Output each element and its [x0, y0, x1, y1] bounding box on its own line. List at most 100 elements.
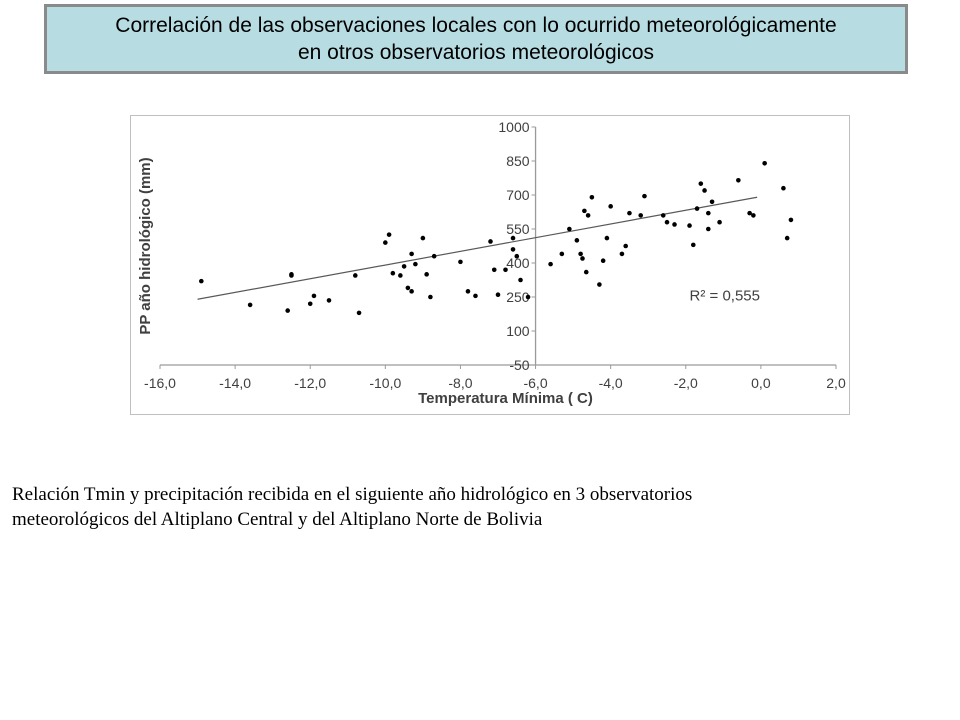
figure-caption-line-2: meteorológicos del Altiplano Central y d…	[12, 509, 543, 530]
data-point	[709, 199, 715, 205]
data-point	[559, 251, 565, 257]
data-point	[781, 185, 786, 191]
data-point	[660, 213, 666, 218]
y-tick-label: 100	[506, 323, 530, 339]
data-point	[386, 232, 392, 237]
x-tick-label: -14,0	[219, 375, 251, 391]
data-point	[638, 213, 644, 218]
data-point	[409, 251, 414, 257]
trendline	[197, 196, 758, 300]
data-point	[672, 222, 677, 227]
data-point	[604, 235, 610, 241]
data-point	[585, 213, 591, 218]
data-point	[574, 238, 580, 243]
data-point	[690, 242, 696, 248]
x-tick-label: -10,0	[369, 375, 401, 391]
data-point	[548, 261, 553, 267]
data-point	[627, 210, 632, 216]
data-point	[525, 294, 531, 300]
data-point	[289, 272, 294, 277]
y-tick-label: 250	[506, 289, 530, 305]
x-tick-label: -12,0	[294, 375, 326, 391]
data-point	[589, 194, 595, 200]
data-point	[694, 206, 700, 211]
slide-title-line-1: Correlación de las observaciones locales…	[115, 14, 837, 37]
y-tick-label: 550	[506, 221, 530, 237]
data-point	[706, 210, 711, 216]
y-tick-label: 850	[506, 153, 530, 169]
data-point	[311, 293, 317, 299]
slide-title-box: Correlación de las observaciones locales…	[44, 4, 908, 74]
data-point	[706, 226, 711, 232]
data-point	[383, 240, 388, 245]
y-tick-label: 400	[506, 255, 530, 271]
r-squared-label: R² = 0,555	[690, 287, 760, 304]
scatter-chart-svg: -50 100 250 400 550 700 850 1000 -16,0 -14,0 -12,0…	[130, 115, 850, 415]
data-point	[458, 259, 463, 265]
data-point	[597, 282, 602, 287]
data-point	[503, 267, 508, 273]
x-axis-title: Temperatura Mínima ( C)	[418, 390, 593, 407]
data-point	[578, 251, 583, 257]
x-tick-label: -2,0	[674, 375, 698, 391]
data-point	[623, 243, 628, 249]
data-point	[247, 302, 253, 308]
data-point	[619, 251, 625, 257]
data-point	[285, 308, 290, 313]
data-point	[307, 301, 313, 307]
data-point	[788, 217, 794, 223]
data-point	[409, 289, 414, 294]
data-point	[514, 253, 520, 259]
x-tick-label: 2,0	[826, 375, 846, 391]
data-point	[401, 264, 407, 269]
data-point	[642, 193, 647, 199]
data-point	[420, 235, 426, 241]
x-tick-label: -6,0	[523, 375, 547, 391]
data-point	[580, 256, 585, 261]
data-point	[510, 247, 516, 252]
y-axis-title: PP año hidrológico (mm)	[137, 157, 154, 334]
data-point	[199, 278, 204, 284]
data-point	[518, 277, 523, 283]
data-point	[583, 269, 589, 275]
data-point	[413, 261, 418, 267]
data-point	[488, 239, 493, 244]
data-point	[510, 235, 516, 241]
figure-caption: Relación Tmin y precipitación recibida e…	[12, 482, 912, 532]
data-point	[326, 298, 332, 303]
data-point	[424, 272, 429, 277]
data-point	[398, 273, 403, 278]
data-point	[491, 267, 497, 273]
x-tick-label: -8,0	[448, 375, 472, 391]
x-tick-label: -16,0	[144, 375, 176, 391]
data-point	[664, 219, 670, 225]
y-tick-label: -50	[509, 357, 529, 373]
data-point	[495, 292, 501, 298]
figure-caption-line-1: Relación Tmin y precipitación recibida e…	[12, 484, 693, 505]
data-point	[431, 253, 437, 259]
data-point	[751, 213, 756, 218]
data-point	[473, 293, 478, 299]
data-point	[736, 177, 741, 183]
data-point	[405, 285, 411, 291]
data-point	[600, 258, 606, 264]
slide-title-line-2: en otros observatorios meteorológicos	[297, 41, 654, 64]
data-point	[428, 294, 433, 300]
scatter-chart: -50 100 250 400 550 700 850 1000 -16,0 -14,0 -12,0…	[130, 115, 850, 415]
chart-border	[130, 115, 850, 415]
data-point	[698, 181, 704, 186]
data-point	[784, 235, 790, 241]
data-point	[582, 208, 587, 214]
x-tick-label: -4,0	[599, 375, 623, 391]
data-point	[608, 204, 613, 209]
data-point	[717, 219, 722, 225]
data-point	[702, 188, 707, 193]
data-point	[747, 210, 752, 216]
data-point	[762, 160, 767, 166]
data-point	[356, 310, 362, 316]
data-point	[465, 289, 471, 294]
data-point	[352, 273, 358, 278]
data-point	[687, 223, 692, 228]
data-point	[567, 226, 572, 232]
x-tick-label: 0,0	[751, 375, 771, 391]
